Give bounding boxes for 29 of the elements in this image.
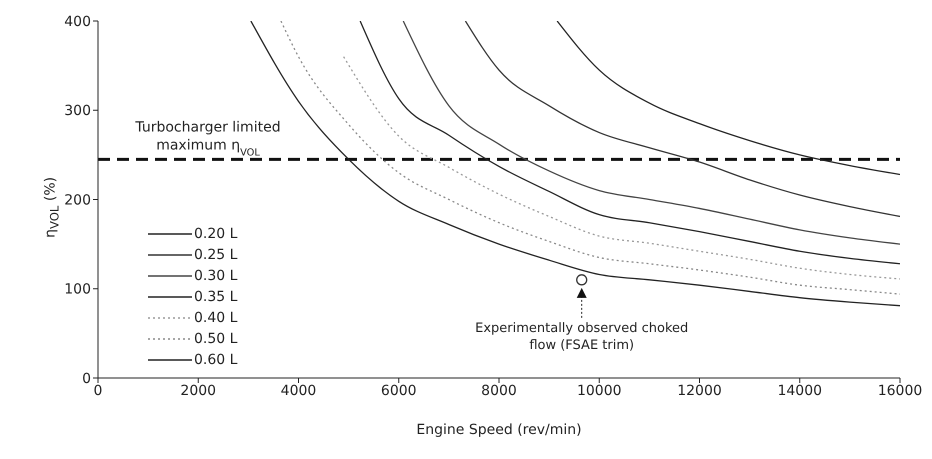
line-series — [556, 21, 900, 176]
x-tick-label: 14000 — [777, 382, 822, 399]
x-tick-label: 12000 — [677, 382, 722, 399]
y-tick-label: 300 — [64, 103, 91, 120]
legend-label: 0.30 L — [194, 268, 238, 284]
x-tick-label: 6000 — [380, 382, 417, 399]
x-tick-label: 8000 — [481, 382, 517, 399]
legend-label: 0.40 L — [194, 310, 238, 326]
x-tick-label: 2000 — [180, 382, 216, 399]
x-tick-label: 4000 — [280, 382, 316, 399]
legend-label: 0.50 L — [194, 330, 238, 346]
legend-label: 0.20 L — [194, 226, 238, 242]
x-tick-label: 16000 — [878, 382, 922, 399]
annotation: Experimentally observed choked flow (FSAE trim) — [474, 320, 690, 354]
x-tick-label: 0 — [94, 382, 102, 399]
line-series — [342, 56, 900, 280]
y-tick-label: 400 — [64, 14, 91, 30]
legend-label: 0.35 L — [194, 288, 238, 304]
line-series — [402, 21, 900, 245]
line-series — [360, 21, 900, 264]
y-tick-label: 200 — [64, 192, 91, 208]
y-tick-label: 100 — [64, 282, 91, 298]
line-series — [464, 21, 900, 218]
legend-label: 0.25 L — [194, 246, 238, 262]
ref-line-label: Turbocharger limited maximum η$_{VOL}$ — [134, 119, 281, 158]
legend-label: 0.60 L — [194, 352, 238, 368]
y-tick-label: 0 — [82, 370, 91, 387]
x-axis-title: Engine Speed (rev/min) — [416, 422, 582, 438]
x-tick-label: 10000 — [576, 382, 622, 399]
